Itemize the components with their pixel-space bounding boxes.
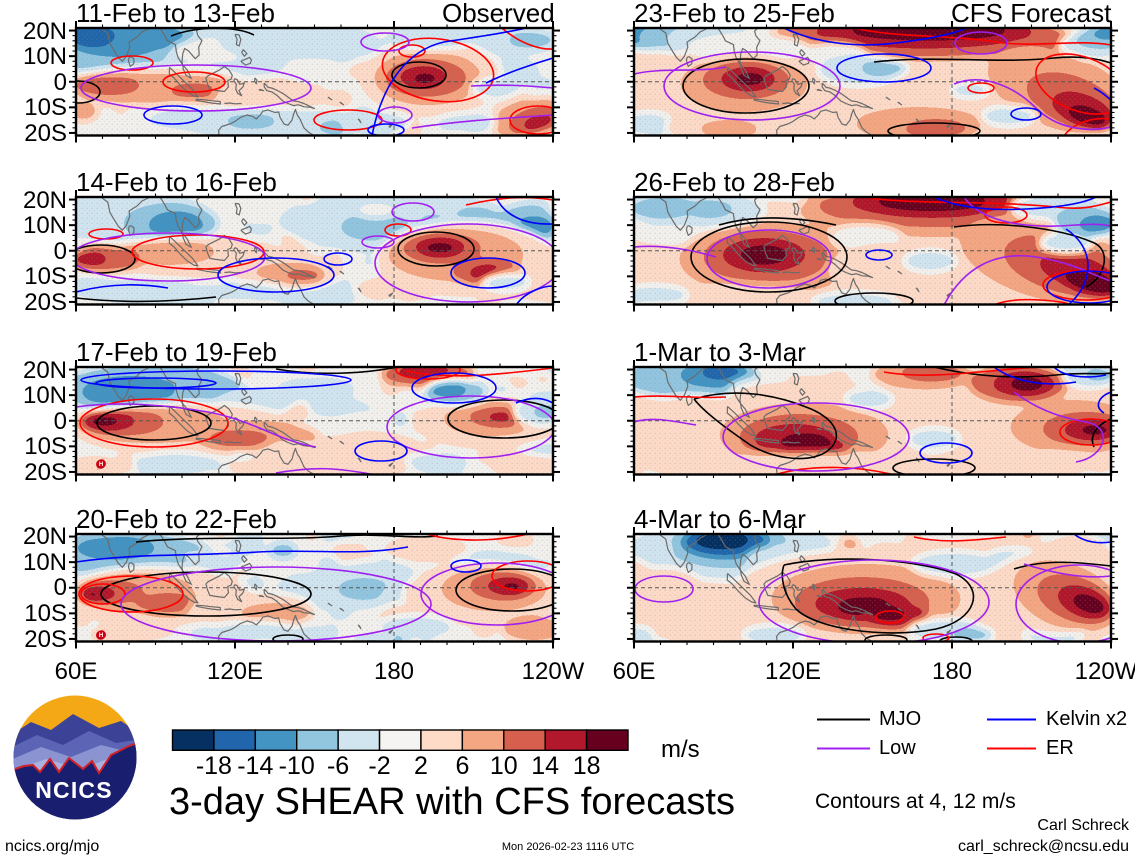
svg-text:H: H xyxy=(99,462,103,468)
svg-text:H: H xyxy=(99,633,103,639)
svg-text:NCICS: NCICS xyxy=(35,777,113,803)
